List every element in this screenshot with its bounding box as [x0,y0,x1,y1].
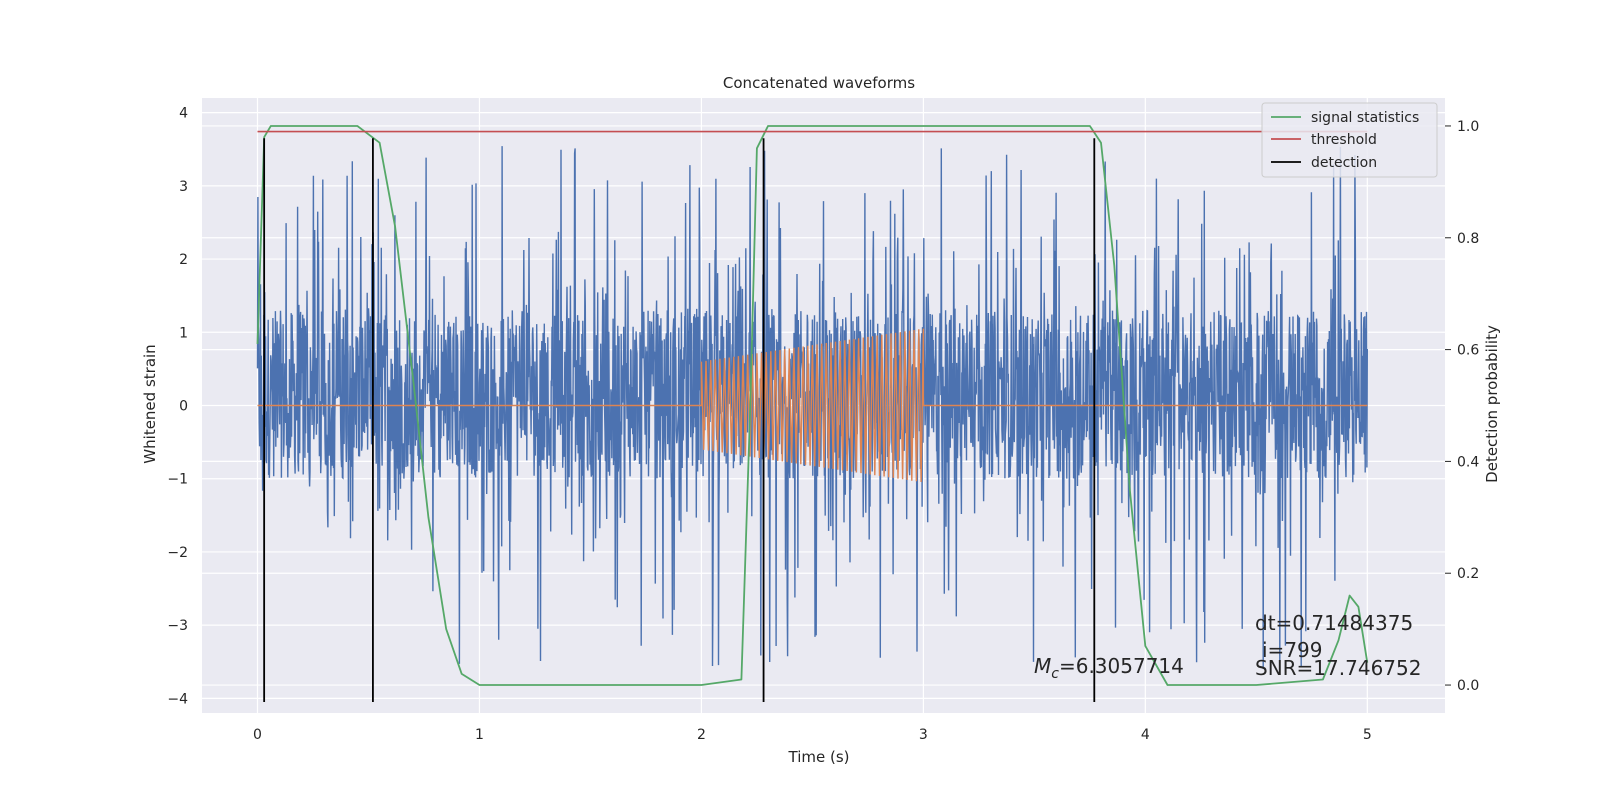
y-tick-label: 4 [179,106,188,122]
x-tick-label: 1 [475,727,484,743]
y2-tick-label: 1.0 [1457,119,1479,135]
y-tick-label: 2 [179,252,188,268]
y2-tick-label: 0.6 [1457,343,1479,359]
x-tick-label: 3 [919,727,928,743]
series-layer [256,125,1369,686]
mc-subscript: c [1051,666,1059,682]
x-tick-label: 5 [1363,727,1372,743]
y2-axis-label: Detection probability [1483,325,1501,483]
ticks-layer: 0 1 2 3 4 5 4 3 2 1 0 −1 −2 −3 −4 1.0 0.8 0.6 0.4 0.2 0.0 [167,106,1479,743]
chart-title: Concatenated waveforms [723,74,915,92]
legend: signal statistics threshold detection [1261,102,1438,178]
y-tick-label: 0 [179,399,188,415]
y-tick-label: 1 [179,325,188,341]
legend-label-detection: detection [1311,155,1377,171]
legend-label-signal-statistics: signal statistics [1311,110,1419,126]
y-tick-label: −1 [167,472,188,488]
y-tick-label: 3 [179,179,188,195]
y2-tick-label: 0.4 [1457,454,1479,470]
series-whitened-strain-line [256,146,1368,669]
x-axis-label: Time (s) [788,748,850,766]
x-tick-label: 2 [697,727,706,743]
x-tick-label: 4 [1141,727,1150,743]
y2-tick-label: 0.0 [1457,678,1479,694]
mc-annotation: Mc=6.3057714 [1034,654,1184,682]
y-tick-label: −3 [167,618,188,634]
y2-tick-label: 0.8 [1457,231,1479,247]
mc-symbol: M [1034,654,1051,678]
legend-box [1261,102,1438,178]
y-axis-label: Whitened strain [141,344,159,463]
series-chirp-line [257,328,1368,483]
mc-value: =6.3057714 [1059,654,1184,678]
i-annotation: i=799 [1262,638,1323,662]
dt-annotation: dt=0.71484375 [1255,611,1413,635]
series-signal-statistics-line [256,125,1369,686]
annotations: Mc=6.3057714 dt=0.71484375 i=799 SNR=17.… [1034,611,1421,682]
detection-layer [263,138,1096,703]
legend-label-threshold: threshold [1311,132,1377,148]
x-tick-label: 0 [253,727,262,743]
y-tick-label: −4 [167,691,188,707]
snr-annotation: SNR=17.746752 [1255,656,1421,680]
y-tick-label: −2 [167,545,188,561]
y2-tick-label: 0.2 [1457,566,1479,582]
